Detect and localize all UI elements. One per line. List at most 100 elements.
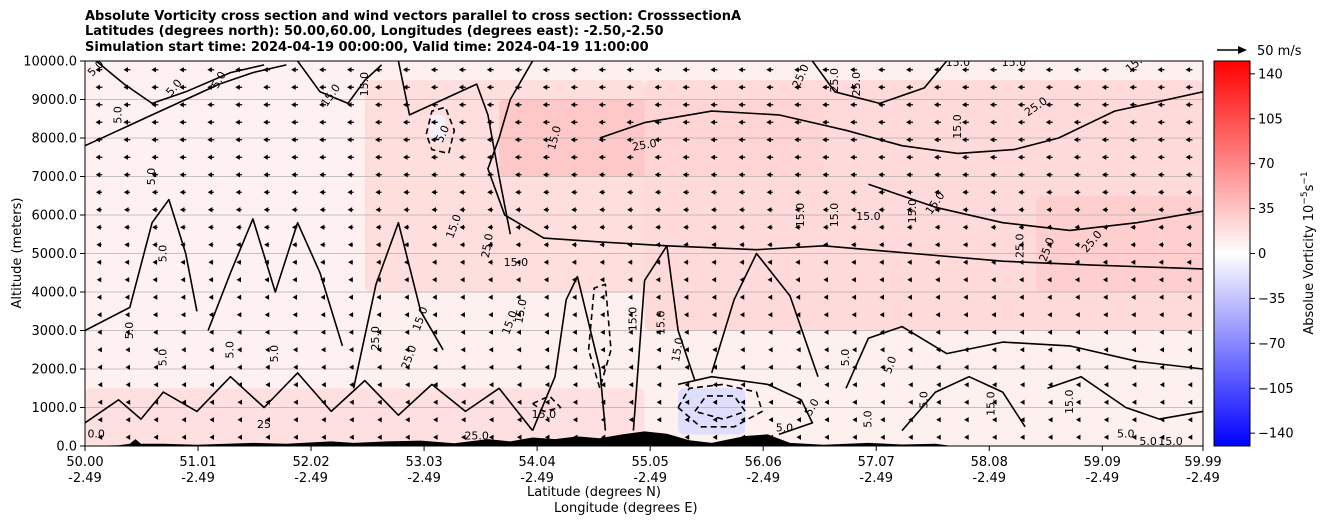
wind-vector [1017,119,1025,125]
quiver-key-label: 50 m/s [1257,44,1302,59]
wind-vector [349,399,354,405]
wind-vector [377,399,382,405]
wind-vector [321,434,326,440]
y-tick-label: 4000.0 [32,286,78,301]
wind-vector [1159,329,1164,335]
wind-vector [711,277,717,283]
wind-vector [907,312,913,318]
wind-vector [151,67,159,73]
wind-vector [1019,294,1024,300]
wind-vector [179,172,187,178]
wind-vector [319,172,326,178]
wind-vector [740,347,745,353]
wind-vector [684,329,689,335]
wind-vector [264,294,270,300]
contour-line-negative [532,395,562,413]
wind-vector [404,329,410,335]
wind-vector [375,172,382,178]
wind-vector [822,207,829,213]
wind-vector [291,224,298,230]
contour-label: 25.0 [369,326,382,351]
wind-vector [489,434,494,440]
wind-vector [460,364,466,370]
wind-vector [935,347,941,353]
wind-vector [514,84,522,90]
contour-line [710,252,819,377]
y-tick: 3000.0 [32,324,85,339]
wind-vector [796,399,801,405]
wind-vector [97,382,103,388]
wind-vector [264,242,270,248]
wind-vector [321,399,326,405]
wind-vector [1129,137,1137,143]
wind-vector [432,312,437,318]
wind-vector [430,119,438,125]
wind-vector [1017,154,1025,160]
wind-vector [207,67,215,73]
wind-vector [1186,259,1192,265]
wind-vector [710,172,718,178]
wind-vector [880,399,885,405]
wind-vector [906,119,913,125]
wind-vector [349,417,354,423]
wind-vector [237,417,242,423]
wind-vector [235,224,242,230]
wind-vector [1019,364,1025,370]
wind-vector [1129,67,1137,73]
wind-vector [237,434,242,440]
wind-vector [97,399,103,405]
wind-vector [935,294,940,300]
wind-vector [628,417,634,423]
wind-vector [822,154,830,160]
wind-vector [738,207,745,213]
x-tick: 55.05-2.49 [632,446,669,486]
wind-vector [181,434,187,440]
wind-vector [1157,154,1165,160]
wind-vector [375,189,382,195]
contour-label: 5.0 [839,349,852,367]
wind-vector [1159,364,1165,370]
contour-label: 15.0 [984,391,997,416]
wind-vector [824,347,829,353]
contour-label: 15.0 [1002,56,1027,69]
wind-vector [852,347,857,353]
wind-vector [598,119,606,125]
wind-vector [433,434,438,440]
wind-vector [682,137,690,143]
wind-vector [1017,67,1025,73]
wind-vector [209,329,214,335]
wind-vector [710,154,718,160]
wind-vector [655,224,661,230]
contour-label: 15.0 [669,336,686,362]
wind-vector [153,364,158,370]
wind-vector [236,277,241,283]
wind-vector [153,399,159,405]
wind-vector [402,119,410,125]
wind-vector [1048,417,1053,423]
wind-vector [879,329,885,335]
wind-vector [376,277,381,283]
wind-vector [375,154,382,160]
wind-vector [1018,189,1025,195]
wind-vector [1187,399,1193,405]
wind-vector [236,242,242,248]
wind-vector [738,154,746,160]
wind-vector [235,67,243,73]
wind-vector [97,347,102,353]
wind-vector [1102,242,1108,248]
wind-vector [319,137,327,143]
wind-vector [1045,102,1053,108]
wind-vector [516,417,522,423]
contour-label: 5.0 [1139,435,1157,448]
wind-vector [404,312,410,318]
contour-label: 15.0 [1063,389,1076,414]
wind-vector [375,242,382,248]
wind-vector [626,154,634,160]
wind-vector [152,277,158,283]
contour-label: 5.0 [112,106,125,124]
wind-vector [461,417,466,423]
colorbar-ticks: 140 105 70 35 0 −35 −70 −105 −140 [1250,67,1294,442]
wind-vector [991,294,996,300]
wind-vector [683,259,689,265]
wind-vector [544,329,549,335]
